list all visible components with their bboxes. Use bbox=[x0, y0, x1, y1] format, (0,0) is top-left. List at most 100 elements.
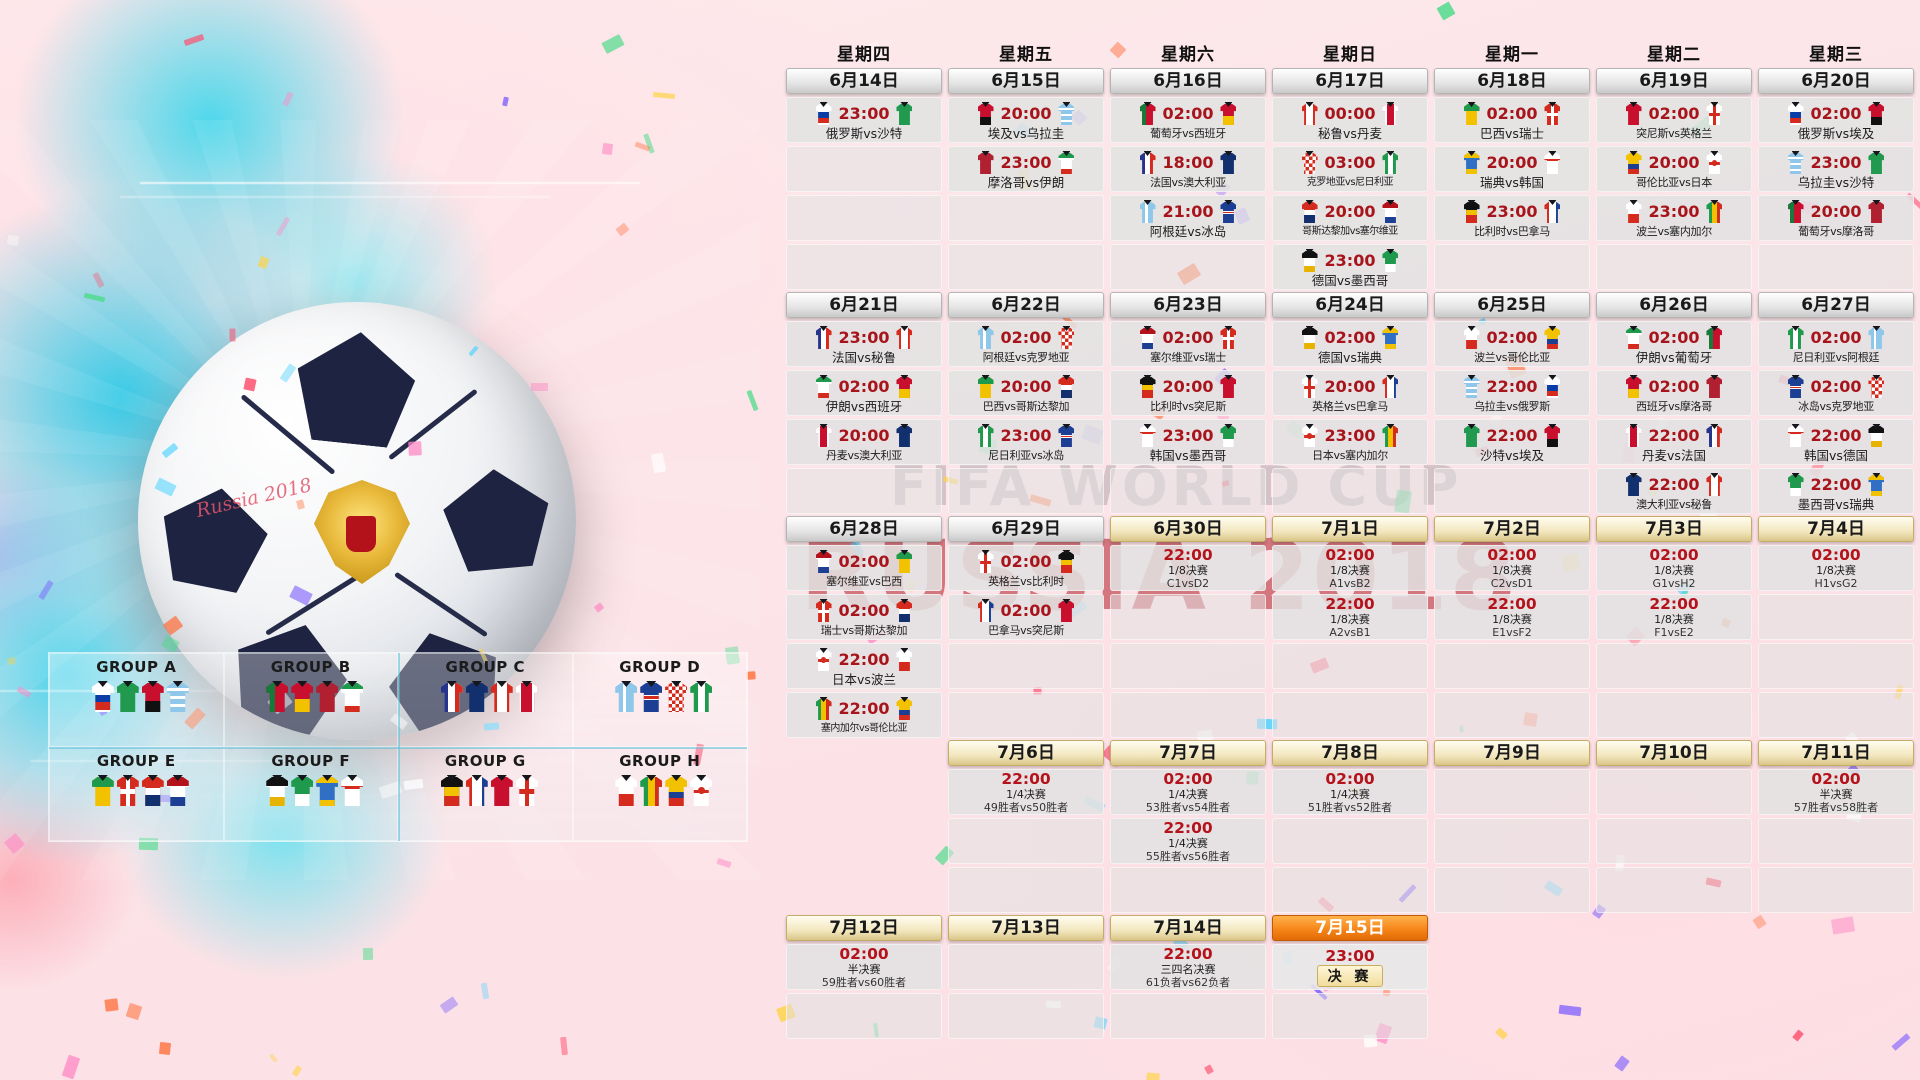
knockout-match-cell[interactable]: 02:00 1/4决赛 53胜者vs54胜者 bbox=[1110, 769, 1266, 815]
date-header-7月8日[interactable]: 7月8日 bbox=[1272, 740, 1428, 766]
knockout-match-cell[interactable]: 22:00 1/4决赛 49胜者vs50胜者 bbox=[948, 769, 1104, 815]
knockout-match-cell[interactable]: 02:00 1/8决赛 G1vsH2 bbox=[1596, 545, 1752, 591]
match-cell[interactable]: 22:00 韩国vs德国 bbox=[1758, 419, 1914, 465]
match-cell[interactable]: 23:00 德国vs墨西哥 bbox=[1272, 244, 1428, 290]
date-header-7月14日[interactable]: 7月14日 bbox=[1110, 915, 1266, 941]
match-cell[interactable]: 02:00 突尼斯vs英格兰 bbox=[1596, 97, 1752, 143]
group-cell-group-a[interactable]: GROUP A bbox=[49, 653, 224, 747]
match-cell[interactable]: 02:00 巴西vs瑞士 bbox=[1434, 97, 1590, 143]
match-cell[interactable]: 23:00 乌拉圭vs沙特 bbox=[1758, 146, 1914, 192]
match-cell[interactable]: 02:00 英格兰vs比利时 bbox=[948, 545, 1104, 591]
date-header-6月23日[interactable]: 6月23日 bbox=[1110, 292, 1266, 318]
match-cell[interactable]: 18:00 法国vs澳大利亚 bbox=[1110, 146, 1266, 192]
match-cell[interactable]: 00:00 秘鲁vs丹麦 bbox=[1272, 97, 1428, 143]
match-cell[interactable]: 22:00 澳大利亚vs秘鲁 bbox=[1596, 468, 1752, 514]
date-header-6月26日[interactable]: 6月26日 bbox=[1596, 292, 1752, 318]
group-cell-group-e[interactable]: GROUP E bbox=[49, 747, 224, 841]
match-cell[interactable]: 02:00 波兰vs哥伦比亚 bbox=[1434, 321, 1590, 367]
date-header-7月13日[interactable]: 7月13日 bbox=[948, 915, 1104, 941]
date-header-6月18日[interactable]: 6月18日 bbox=[1434, 68, 1590, 94]
knockout-match-cell[interactable]: 22:00 1/8决赛 A2vsB1 bbox=[1272, 594, 1428, 640]
match-cell[interactable]: 02:00 德国vs瑞典 bbox=[1272, 321, 1428, 367]
match-cell[interactable]: 20:00 哥伦比亚vs日本 bbox=[1596, 146, 1752, 192]
match-cell[interactable]: 23:00 比利时vs巴拿马 bbox=[1434, 195, 1590, 241]
match-cell[interactable]: 22:00 乌拉圭vs俄罗斯 bbox=[1434, 370, 1590, 416]
match-cell[interactable]: 22:00 日本vs波兰 bbox=[786, 643, 942, 689]
group-cell-group-d[interactable]: GROUP D bbox=[572, 653, 747, 747]
match-cell[interactable]: 20:00 比利时vs突尼斯 bbox=[1110, 370, 1266, 416]
knockout-match-cell[interactable]: 02:00 1/8决赛 A1vsB2 bbox=[1272, 545, 1428, 591]
date-header-6月30日[interactable]: 6月30日 bbox=[1110, 516, 1266, 542]
date-header-6月14日[interactable]: 6月14日 bbox=[786, 68, 942, 94]
date-header-6月28日[interactable]: 6月28日 bbox=[786, 516, 942, 542]
date-header-6月21日[interactable]: 6月21日 bbox=[786, 292, 942, 318]
knockout-match-cell[interactable]: 02:00 半决赛 59胜者vs60胜者 bbox=[786, 944, 942, 990]
knockout-match-cell[interactable]: 02:00 1/8决赛 H1vsG2 bbox=[1758, 545, 1914, 591]
knockout-match-cell[interactable]: 22:00 1/8决赛 F1vsE2 bbox=[1596, 594, 1752, 640]
date-header-7月6日[interactable]: 7月6日 bbox=[948, 740, 1104, 766]
match-cell[interactable]: 20:00 瑞典vs韩国 bbox=[1434, 146, 1590, 192]
match-cell[interactable]: 23:00 尼日利亚vs冰岛 bbox=[948, 419, 1104, 465]
knockout-match-cell[interactable]: 22:00 1/8决赛 C1vsD2 bbox=[1110, 545, 1266, 591]
match-cell[interactable]: 23:00 摩洛哥vs伊朗 bbox=[948, 146, 1104, 192]
date-header-6月17日[interactable]: 6月17日 bbox=[1272, 68, 1428, 94]
match-cell[interactable]: 23:00 俄罗斯vs沙特 bbox=[786, 97, 942, 143]
match-cell[interactable]: 02:00 巴拿马vs突尼斯 bbox=[948, 594, 1104, 640]
date-header-6月20日[interactable]: 6月20日 bbox=[1758, 68, 1914, 94]
group-cell-group-f[interactable]: GROUP F bbox=[223, 747, 398, 841]
date-header-7月9日[interactable]: 7月9日 bbox=[1434, 740, 1590, 766]
date-header-6月24日[interactable]: 6月24日 bbox=[1272, 292, 1428, 318]
match-cell[interactable]: 02:00 尼日利亚vs阿根廷 bbox=[1758, 321, 1914, 367]
date-header-7月15日[interactable]: 7月15日 bbox=[1272, 915, 1428, 941]
final-match-cell[interactable]: 23:00 决 赛 bbox=[1272, 944, 1428, 990]
match-cell[interactable]: 02:00 葡萄牙vs西班牙 bbox=[1110, 97, 1266, 143]
date-header-7月4日[interactable]: 7月4日 bbox=[1758, 516, 1914, 542]
group-cell-group-h[interactable]: GROUP H bbox=[572, 747, 747, 841]
match-cell[interactable]: 20:00 葡萄牙vs摩洛哥 bbox=[1758, 195, 1914, 241]
date-header-7月11日[interactable]: 7月11日 bbox=[1758, 740, 1914, 766]
match-cell[interactable]: 22:00 沙特vs埃及 bbox=[1434, 419, 1590, 465]
match-cell[interactable]: 23:00 波兰vs塞内加尔 bbox=[1596, 195, 1752, 241]
date-header-6月15日[interactable]: 6月15日 bbox=[948, 68, 1104, 94]
match-cell[interactable]: 20:00 丹麦vs澳大利亚 bbox=[786, 419, 942, 465]
date-header-7月7日[interactable]: 7月7日 bbox=[1110, 740, 1266, 766]
knockout-match-cell[interactable]: 22:00 1/4决赛 55胜者vs56胜者 bbox=[1110, 818, 1266, 864]
match-cell[interactable]: 23:00 法国vs秘鲁 bbox=[786, 321, 942, 367]
match-cell[interactable]: 20:00 英格兰vs巴拿马 bbox=[1272, 370, 1428, 416]
match-cell[interactable]: 02:00 阿根廷vs克罗地亚 bbox=[948, 321, 1104, 367]
group-cell-group-c[interactable]: GROUP C bbox=[398, 653, 573, 747]
date-header-7月2日[interactable]: 7月2日 bbox=[1434, 516, 1590, 542]
match-cell[interactable]: 02:00 伊朗vs葡萄牙 bbox=[1596, 321, 1752, 367]
match-cell[interactable]: 02:00 俄罗斯vs埃及 bbox=[1758, 97, 1914, 143]
date-header-6月29日[interactable]: 6月29日 bbox=[948, 516, 1104, 542]
knockout-match-cell[interactable]: 22:00 1/8决赛 E1vsF2 bbox=[1434, 594, 1590, 640]
match-cell[interactable]: 02:00 西班牙vs摩洛哥 bbox=[1596, 370, 1752, 416]
match-cell[interactable]: 02:00 伊朗vs西班牙 bbox=[786, 370, 942, 416]
date-header-7月10日[interactable]: 7月10日 bbox=[1596, 740, 1752, 766]
match-cell[interactable]: 22:00 墨西哥vs瑞典 bbox=[1758, 468, 1914, 514]
match-cell[interactable]: 02:00 瑞士vs哥斯达黎加 bbox=[786, 594, 942, 640]
date-header-6月27日[interactable]: 6月27日 bbox=[1758, 292, 1914, 318]
match-cell[interactable]: 03:00 克罗地亚vs尼日利亚 bbox=[1272, 146, 1428, 192]
match-cell[interactable]: 21:00 阿根廷vs冰岛 bbox=[1110, 195, 1266, 241]
match-cell[interactable]: 23:00 韩国vs墨西哥 bbox=[1110, 419, 1266, 465]
date-header-6月25日[interactable]: 6月25日 bbox=[1434, 292, 1590, 318]
match-cell[interactable]: 20:00 巴西vs哥斯达黎加 bbox=[948, 370, 1104, 416]
date-header-7月3日[interactable]: 7月3日 bbox=[1596, 516, 1752, 542]
knockout-match-cell[interactable]: 22:00 三四名决赛 61负者vs62负者 bbox=[1110, 944, 1266, 990]
match-cell[interactable]: 02:00 塞尔维亚vs巴西 bbox=[786, 545, 942, 591]
date-header-7月12日[interactable]: 7月12日 bbox=[786, 915, 942, 941]
match-cell[interactable]: 22:00 塞内加尔vs哥伦比亚 bbox=[786, 692, 942, 738]
group-cell-group-g[interactable]: GROUP G bbox=[398, 747, 573, 841]
knockout-match-cell[interactable]: 02:00 半决赛 57胜者vs58胜者 bbox=[1758, 769, 1914, 815]
match-cell[interactable]: 22:00 丹麦vs法国 bbox=[1596, 419, 1752, 465]
match-cell[interactable]: 02:00 塞尔维亚vs瑞士 bbox=[1110, 321, 1266, 367]
date-header-6月19日[interactable]: 6月19日 bbox=[1596, 68, 1752, 94]
match-cell[interactable]: 23:00 日本vs塞内加尔 bbox=[1272, 419, 1428, 465]
knockout-match-cell[interactable]: 02:00 1/8决赛 C2vsD1 bbox=[1434, 545, 1590, 591]
date-header-6月16日[interactable]: 6月16日 bbox=[1110, 68, 1266, 94]
date-header-7月1日[interactable]: 7月1日 bbox=[1272, 516, 1428, 542]
group-cell-group-b[interactable]: GROUP B bbox=[223, 653, 398, 747]
match-cell[interactable]: 20:00 哥斯达黎加vs塞尔维亚 bbox=[1272, 195, 1428, 241]
match-cell[interactable]: 20:00 埃及vs乌拉圭 bbox=[948, 97, 1104, 143]
